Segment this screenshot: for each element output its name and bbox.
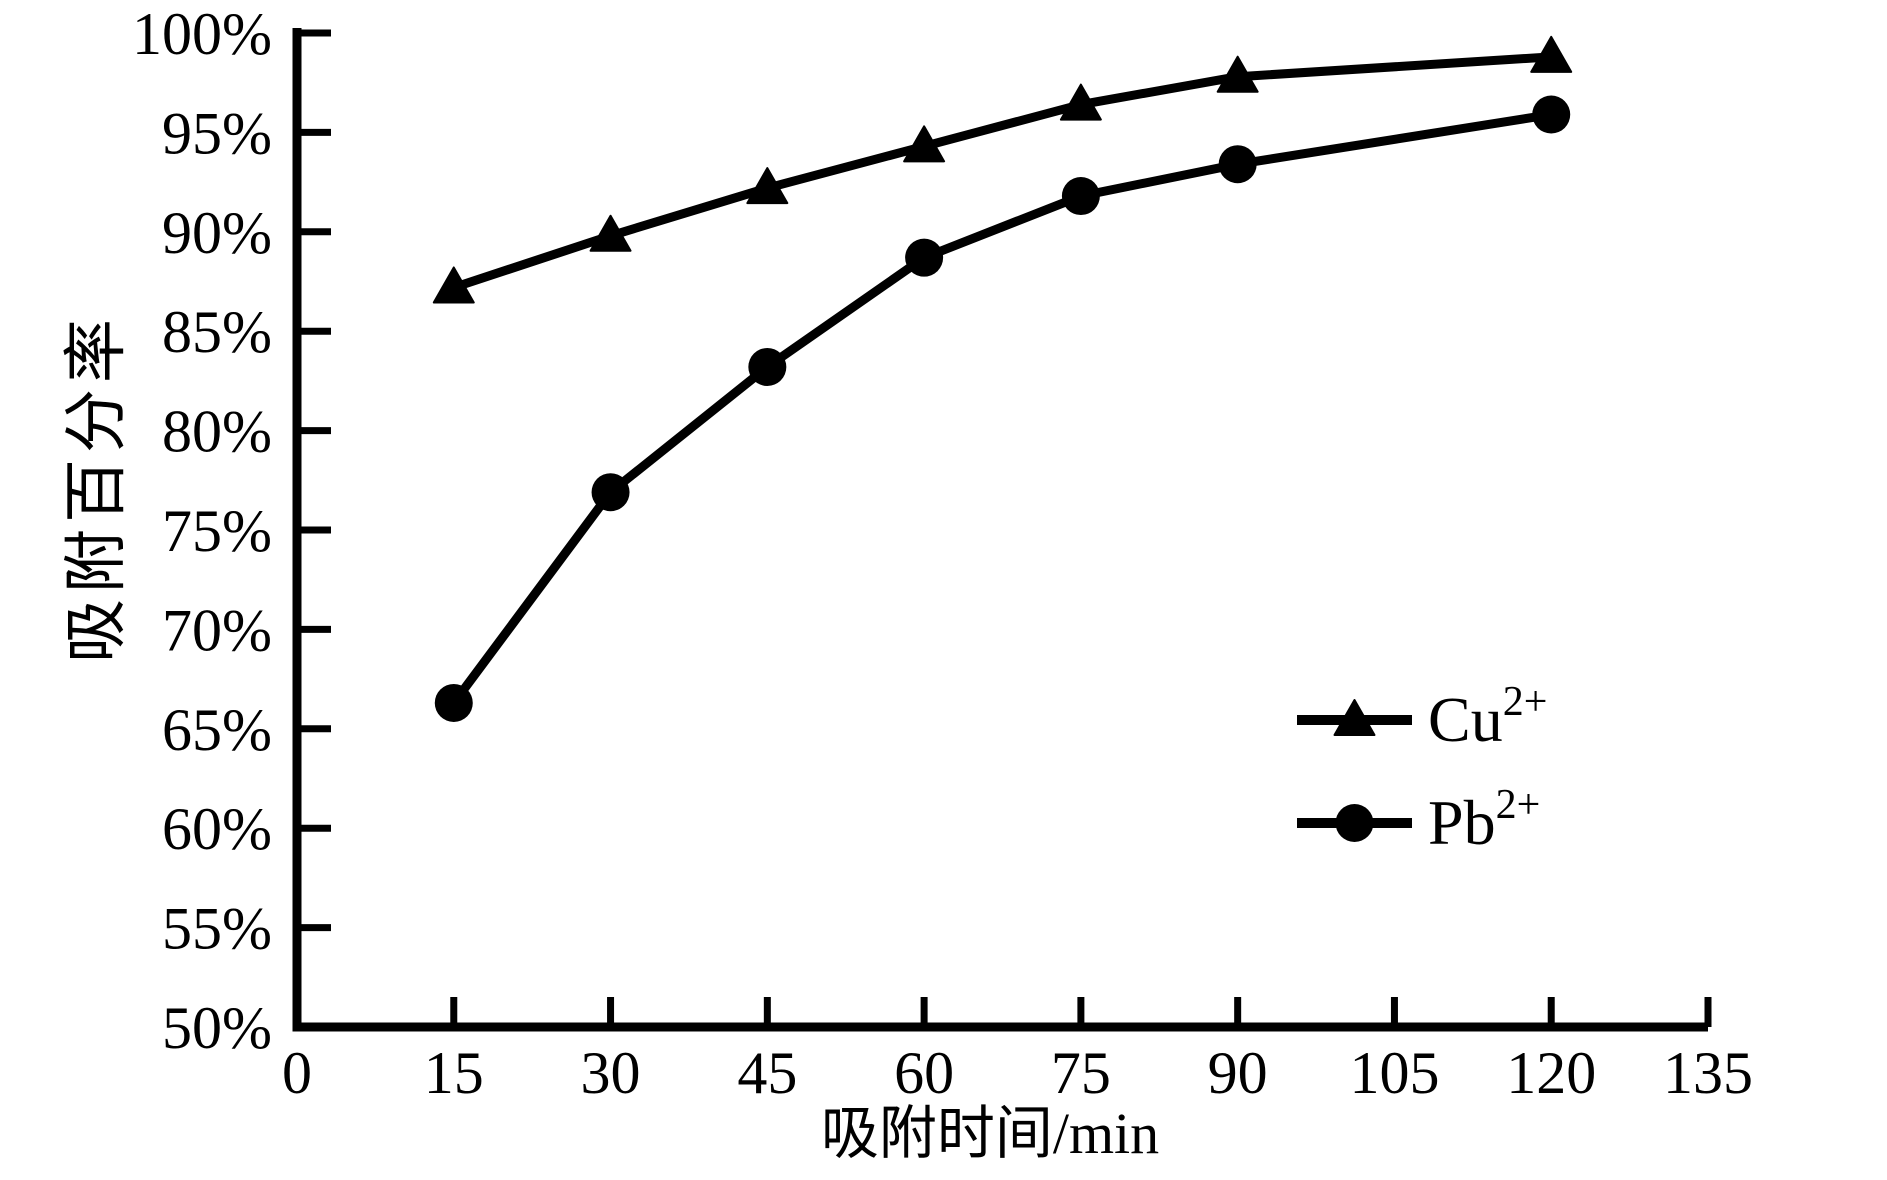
x-tick-label: 60 xyxy=(894,1040,954,1106)
x-tick-label: 75 xyxy=(1051,1040,1111,1106)
series-layer xyxy=(432,35,1573,722)
series-cu2+-triangle-marker xyxy=(746,167,789,205)
legend-label-superscript: 2+ xyxy=(1503,679,1548,725)
y-tick-label: 85% xyxy=(162,299,272,365)
series-cu2+-triangle-marker xyxy=(1059,83,1102,121)
series-cu2+-triangle-marker xyxy=(432,266,475,304)
axes-layer: 0 15 30 45 60 75 90 105 120 135 50% 55% 60% 65% 70% 75%… xyxy=(132,1,1753,1106)
x-tick-label: 90 xyxy=(1208,1040,1268,1106)
series-cu2+-triangle-marker xyxy=(589,214,632,252)
legend-circle-marker xyxy=(1335,804,1374,842)
y-tick-label: 75% xyxy=(162,498,272,564)
y-tick-label: 50% xyxy=(162,995,272,1061)
y-tick-label: 95% xyxy=(162,100,272,166)
series-pb2+-circle-marker xyxy=(748,347,787,386)
series-pb2+-circle-marker xyxy=(1532,95,1571,134)
legend-item-pb2+: Pb2+ xyxy=(1297,782,1540,858)
y-tick-label: 55% xyxy=(162,896,272,962)
legend-label-cu2+: Cu2+ xyxy=(1428,679,1547,755)
series-pb2+-circle-marker xyxy=(1061,177,1100,216)
y-tick-label: 70% xyxy=(162,597,272,663)
y-axis-title: 吸附百分率 xyxy=(61,313,132,663)
series-cu2+-triangle-marker xyxy=(1216,55,1259,93)
x-tick-label: 30 xyxy=(581,1040,641,1106)
x-tick-label: 105 xyxy=(1349,1040,1439,1106)
legend-layer: Cu2+ Pb2+ xyxy=(1297,679,1547,858)
legend-label-pb2+: Pb2+ xyxy=(1428,782,1540,858)
legend-label-superscript: 2+ xyxy=(1496,782,1541,828)
x-tick-label: 120 xyxy=(1506,1040,1596,1106)
y-tick-label: 100% xyxy=(132,1,272,67)
x-tick-label: 45 xyxy=(737,1040,797,1106)
series-line-pb2+ xyxy=(449,110,1556,708)
y-tick-label: 65% xyxy=(162,697,272,763)
x-tick-label: 0 xyxy=(282,1040,312,1106)
series-cu2+-triangle-marker xyxy=(1530,35,1573,73)
y-tick-label: 60% xyxy=(162,796,272,862)
legend-triangle-marker xyxy=(1333,699,1376,736)
y-tick-label: 90% xyxy=(162,200,272,266)
series-pb2+-circle-marker xyxy=(434,683,473,722)
x-tick-label: 135 xyxy=(1663,1040,1753,1106)
series-pb2+-circle-marker xyxy=(905,238,944,277)
x-axis-title: 吸附时间/min xyxy=(821,1101,1159,1166)
series-line-cu2+ xyxy=(449,52,1556,292)
legend-item-cu2+: Cu2+ xyxy=(1297,679,1547,755)
y-tick-label: 80% xyxy=(162,399,272,465)
series-pb2+-circle-marker xyxy=(1218,145,1257,184)
series-pb2+-circle-marker xyxy=(591,473,630,512)
x-tick-label: 15 xyxy=(424,1040,484,1106)
series-cu2+-triangle-marker xyxy=(903,125,946,163)
